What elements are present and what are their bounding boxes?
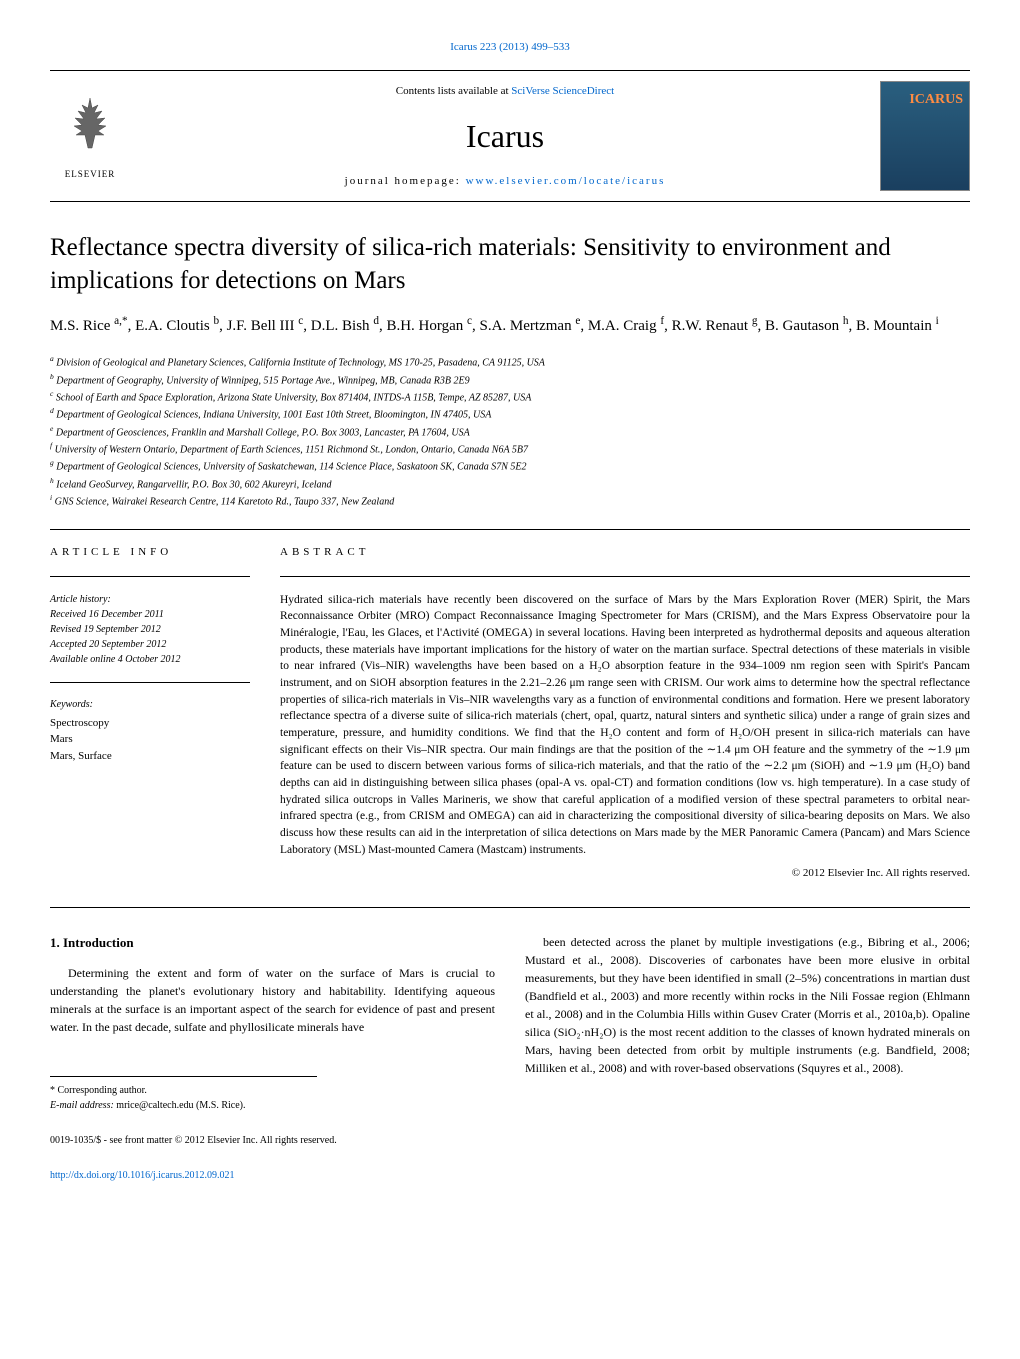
author-name: M.S. Rice a,* (50, 318, 128, 334)
keywords-list: Spectroscopy Mars Mars, Surface (50, 715, 250, 765)
email-link[interactable]: mrice@caltech.edu (116, 1100, 193, 1111)
affiliation: i GNS Science, Wairakei Research Centre,… (50, 492, 970, 509)
doi-link[interactable]: http://dx.doi.org/10.1016/j.icarus.2012.… (50, 1170, 235, 1181)
keywords-label: Keywords: (50, 698, 250, 712)
copyright-line: © 2012 Elsevier Inc. All rights reserved… (280, 866, 970, 881)
history-item: Available online 4 October 2012 (50, 652, 250, 667)
homepage-line: journal homepage: www.elsevier.com/locat… (130, 174, 880, 189)
article-history: Article history: Received 16 December 20… (50, 592, 250, 667)
introduction-heading: 1. Introduction (50, 933, 495, 953)
affiliations-block: a Division of Geological and Planetary S… (50, 353, 970, 509)
author-name: J.F. Bell III c (227, 318, 304, 334)
divider (50, 907, 970, 908)
abstract-heading: ABSTRACT (280, 545, 970, 560)
sciencedirect-link[interactable]: SciVerse ScienceDirect (511, 85, 614, 97)
affiliation: c School of Earth and Space Exploration,… (50, 388, 970, 405)
elsevier-tree-icon (60, 93, 120, 168)
email-label: E-mail address: (50, 1100, 116, 1111)
author-name: E.A. Cloutis b (135, 318, 219, 334)
author-name: R.W. Renaut g (672, 318, 758, 334)
publisher-name: ELSEVIER (65, 168, 116, 181)
article-info-heading: ARTICLE INFO (50, 545, 250, 560)
affiliation: b Department of Geography, University of… (50, 371, 970, 388)
authors-line: M.S. Rice a,*, E.A. Cloutis b, J.F. Bell… (50, 312, 970, 338)
author-name: S.A. Mertzman e (480, 318, 581, 334)
cover-title: ICARUS (909, 90, 963, 110)
history-item: Revised 19 September 2012 (50, 622, 250, 637)
right-column: been detected across the planet by multi… (525, 933, 970, 1184)
divider (50, 529, 970, 530)
info-abstract-row: ARTICLE INFO Article history: Received 1… (50, 545, 970, 882)
divider (280, 576, 970, 577)
journal-name: Icarus (130, 114, 880, 159)
author-name: B.H. Horgan c (386, 318, 472, 334)
history-item: Received 16 December 2011 (50, 607, 250, 622)
footer-doi: http://dx.doi.org/10.1016/j.icarus.2012.… (50, 1168, 495, 1183)
abstract-text: Hydrated silica-rich materials have rece… (280, 592, 970, 859)
intro-paragraph: Determining the extent and form of water… (50, 964, 495, 1036)
history-label: Article history: (50, 592, 250, 607)
author-name: M.A. Craig f (588, 318, 664, 334)
author-name: D.L. Bish d (311, 318, 379, 334)
header-citation: Icarus 223 (2013) 499–533 (50, 40, 970, 55)
keyword: Mars (50, 731, 250, 748)
contents-prefix: Contents lists available at (396, 85, 511, 97)
main-content-columns: 1. Introduction Determining the extent a… (50, 933, 970, 1184)
journal-center-block: Contents lists available at SciVerse Sci… (130, 84, 880, 190)
journal-header: ELSEVIER Contents lists available at Sci… (50, 70, 970, 202)
footer-issn: 0019-1035/$ - see front matter © 2012 El… (50, 1133, 495, 1148)
intro-paragraph: been detected across the planet by multi… (525, 933, 970, 1077)
affiliation: a Division of Geological and Planetary S… (50, 353, 970, 370)
affiliation: e Department of Geosciences, Franklin an… (50, 423, 970, 440)
elsevier-logo: ELSEVIER (50, 91, 130, 181)
keyword: Spectroscopy (50, 715, 250, 732)
history-item: Accepted 20 September 2012 (50, 637, 250, 652)
divider (50, 576, 250, 577)
affiliation: d Department of Geological Sciences, Ind… (50, 405, 970, 422)
affiliation: g Department of Geological Sciences, Uni… (50, 457, 970, 474)
corresponding-author: * Corresponding author. (50, 1083, 317, 1098)
divider (50, 682, 250, 683)
author-name: B. Mountain i (856, 318, 939, 334)
affiliation: h Iceland GeoSurvey, Rangarvellir, P.O. … (50, 475, 970, 492)
keyword: Mars, Surface (50, 748, 250, 765)
author-name: B. Gautason h (765, 318, 849, 334)
homepage-prefix: journal homepage: (345, 175, 466, 187)
contents-line: Contents lists available at SciVerse Sci… (130, 84, 880, 99)
article-title: Reflectance spectra diversity of silica-… (50, 232, 970, 297)
email-line: E-mail address: mrice@caltech.edu (M.S. … (50, 1098, 317, 1113)
article-info-column: ARTICLE INFO Article history: Received 1… (50, 545, 250, 882)
email-suffix: (M.S. Rice). (194, 1100, 246, 1111)
abstract-column: ABSTRACT Hydrated silica-rich materials … (280, 545, 970, 882)
footnote-block: * Corresponding author. E-mail address: … (50, 1076, 317, 1113)
left-column: 1. Introduction Determining the extent a… (50, 933, 495, 1184)
homepage-link[interactable]: www.elsevier.com/locate/icarus (466, 175, 666, 187)
journal-cover-thumbnail: ICARUS (880, 81, 970, 191)
affiliation: f University of Western Ontario, Departm… (50, 440, 970, 457)
citation-link[interactable]: Icarus 223 (2013) 499–533 (450, 41, 569, 53)
